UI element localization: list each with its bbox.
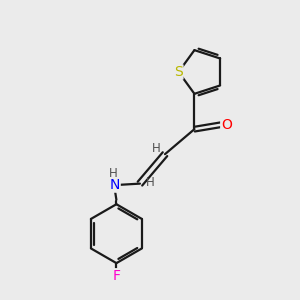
Text: N: N bbox=[110, 178, 120, 192]
Text: H: H bbox=[109, 167, 118, 180]
Text: H: H bbox=[146, 176, 154, 189]
Text: F: F bbox=[112, 269, 120, 283]
Text: S: S bbox=[174, 65, 183, 79]
Text: O: O bbox=[221, 118, 232, 132]
Text: H: H bbox=[152, 142, 161, 155]
